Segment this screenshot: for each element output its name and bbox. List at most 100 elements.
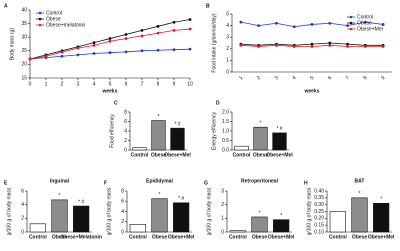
data-point: [257, 45, 261, 48]
x-tick-label: Obese: [52, 234, 68, 240]
y-axis-label: Food intake (g/animal/day): [211, 13, 217, 73]
legend-marker: [38, 17, 42, 21]
data-point: [346, 24, 349, 27]
data-point: [292, 25, 296, 29]
x-tick-label: Obese: [352, 234, 368, 240]
y-tick-label: 0.5: [222, 138, 229, 144]
x-tick-label: 5: [309, 75, 315, 81]
data-point: [44, 54, 48, 58]
bar: [151, 198, 168, 233]
data-point: [156, 48, 160, 52]
y-axis-label: g/100 g of body mass: [206, 187, 212, 235]
data-point: [108, 39, 112, 43]
y-tick-label: 1.5: [222, 119, 229, 125]
y-tick-label: 40: [21, 7, 27, 13]
y-tick-label: 0: [124, 147, 127, 153]
significance-marker: *: [260, 121, 262, 127]
y-tick-label: 1: [221, 216, 224, 222]
data-point: [381, 23, 385, 26]
data-point: [310, 42, 314, 46]
data-point: [92, 43, 96, 47]
x-tick-label: 4: [291, 75, 297, 81]
y-tick-label: 2: [121, 219, 124, 225]
y-tick-label: 0.25: [314, 209, 324, 215]
x-tick-label: 5: [109, 81, 112, 87]
y-tick-label: 15: [21, 75, 27, 81]
x-tick-label: 0: [29, 81, 32, 87]
data-point: [156, 24, 160, 28]
y-tick-label: 2: [221, 202, 224, 208]
data-point: [310, 23, 314, 26]
x-tick-label: Control: [131, 152, 149, 158]
x-tick-label: 3: [77, 81, 80, 87]
x-tick-label: Obese: [252, 234, 268, 240]
significance-marker: * #: [78, 199, 84, 205]
significance-marker: *: [259, 210, 261, 216]
legend-label: Obese+Mel: [357, 26, 383, 32]
data-point: [140, 49, 144, 53]
bar: [253, 126, 268, 151]
x-tick-label: 10: [187, 81, 193, 87]
data-point: [188, 18, 192, 21]
y-tick-label: 8: [121, 188, 124, 194]
x-tick-label: Obese+Melatonin: [60, 234, 102, 240]
x-tick-label: Control: [229, 234, 247, 240]
legend-marker: [349, 21, 353, 25]
data-point: [257, 24, 261, 27]
x-tick-label: 1: [45, 81, 48, 87]
bar: [229, 230, 246, 233]
bar: [29, 223, 46, 233]
data-point: [188, 47, 192, 51]
x-tick-label: 3: [274, 75, 280, 81]
y-tick-label: 0.30: [314, 202, 324, 208]
y-tick-label: 6: [21, 188, 24, 194]
y-tick-label: 0.15: [314, 222, 324, 228]
x-tick-label: Control: [129, 234, 147, 240]
panel-letter: D: [216, 100, 220, 106]
x-tick-label: 6: [327, 75, 333, 81]
legend-marker: [38, 23, 42, 27]
bar: [272, 132, 287, 151]
x-tick-label: Control: [233, 152, 251, 158]
bar: [132, 147, 147, 151]
legend-label: Obese: [357, 20, 372, 26]
series-line: [29, 28, 191, 60]
y-tick-label: 2: [124, 138, 127, 144]
significance-marker: *: [359, 191, 361, 197]
data-point: [108, 37, 112, 40]
legend-marker: [349, 27, 353, 31]
legend-marker: [38, 11, 42, 15]
bar: [329, 211, 346, 233]
y-tick-label: 1.0: [222, 128, 229, 134]
data-point: [60, 54, 64, 58]
x-tick-label: 6: [125, 81, 128, 87]
data-point: [188, 27, 192, 31]
significance-marker: *: [159, 192, 161, 198]
significance-marker: * #: [276, 126, 282, 132]
y-tick-label: 6: [121, 199, 124, 205]
x-tick-label: Control: [29, 234, 47, 240]
y-axis-label: g/100 g of body mass: [6, 187, 12, 235]
data-point: [275, 43, 278, 47]
panel-title: BAT: [355, 178, 365, 184]
bar: [251, 216, 268, 233]
data-point: [92, 41, 96, 45]
panel-title: Epididymal: [146, 178, 173, 184]
data-point: [381, 45, 385, 48]
y-tick-label: 2: [21, 216, 24, 222]
bar: [373, 203, 390, 233]
y-tick-label: 0: [121, 229, 124, 235]
y-tick-label: 1: [226, 58, 229, 64]
data-point: [346, 45, 349, 48]
data-point: [124, 50, 128, 54]
x-axis-label: weeks: [101, 88, 117, 94]
data-point: [92, 52, 96, 55]
y-axis-label: Energy efficiency: [211, 112, 217, 150]
significance-marker: *: [158, 114, 160, 120]
data-point: [108, 51, 112, 55]
x-tick-label: 1: [238, 75, 244, 81]
significance-marker: *: [280, 213, 282, 219]
y-tick-label: 4: [121, 209, 124, 215]
data-point: [76, 53, 80, 57]
